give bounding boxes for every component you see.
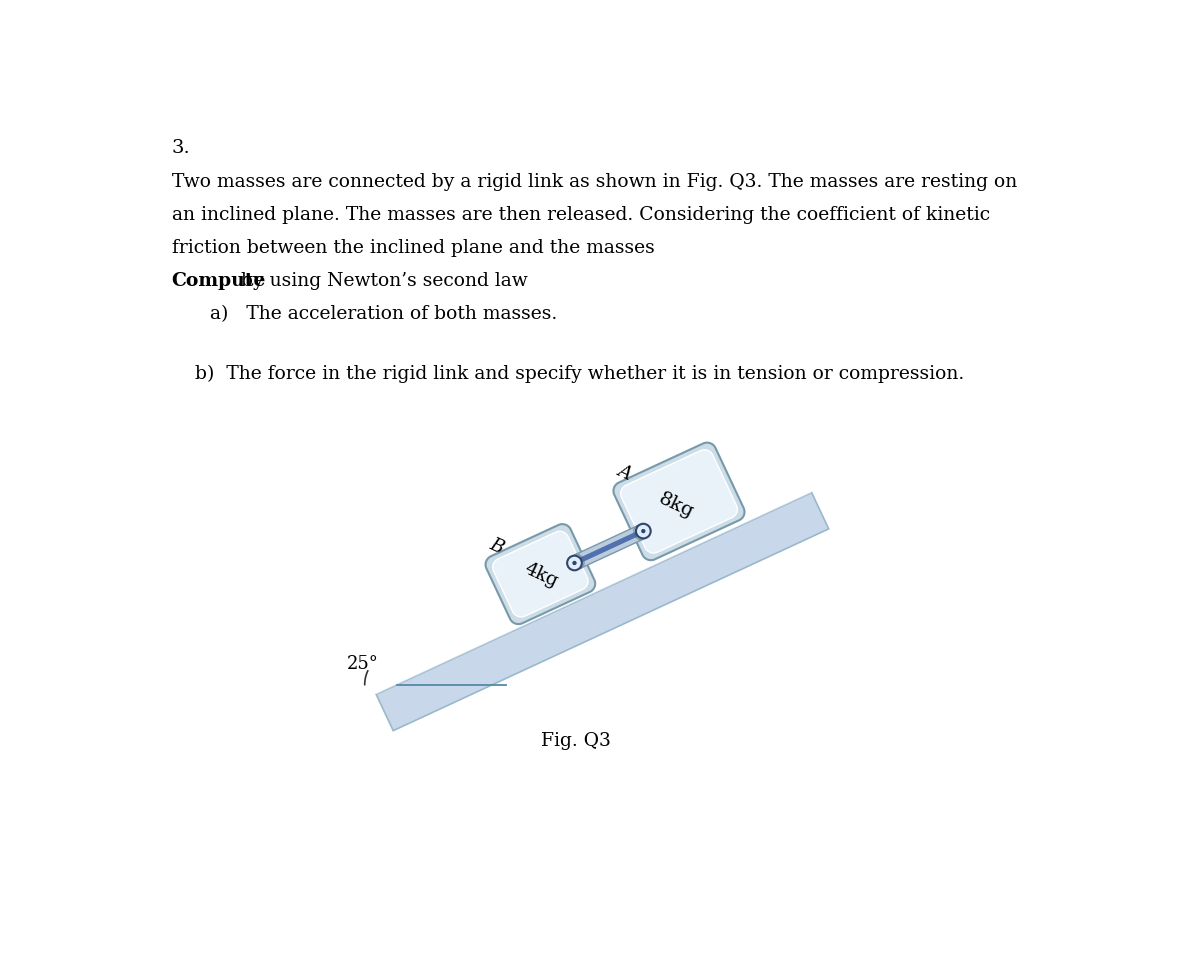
Polygon shape xyxy=(576,530,642,564)
Text: B: B xyxy=(487,535,506,557)
Text: A: A xyxy=(614,461,634,483)
Text: an inclined plane. The masses are then released. Considering the coefficient of : an inclined plane. The masses are then r… xyxy=(172,206,990,223)
Text: 3.: 3. xyxy=(172,140,191,157)
Polygon shape xyxy=(374,488,811,694)
Polygon shape xyxy=(493,532,588,617)
Text: 25°: 25° xyxy=(347,655,379,673)
Text: by using Newton’s second law: by using Newton’s second law xyxy=(235,272,528,290)
Text: Compute: Compute xyxy=(172,272,266,290)
Polygon shape xyxy=(574,526,643,568)
Polygon shape xyxy=(613,443,744,560)
Text: b)  The force in the rigid link and specify whether it is in tension or compress: b) The force in the rigid link and speci… xyxy=(194,365,965,383)
Text: Fig. Q3: Fig. Q3 xyxy=(541,732,611,750)
Text: 8kg: 8kg xyxy=(656,489,697,521)
Text: friction between the inclined plane and the masses: friction between the inclined plane and … xyxy=(172,239,660,257)
Circle shape xyxy=(568,556,582,570)
Text: a)   The acceleration of both masses.: a) The acceleration of both masses. xyxy=(210,305,558,323)
Circle shape xyxy=(572,560,577,565)
Circle shape xyxy=(636,524,650,538)
Polygon shape xyxy=(486,524,595,624)
Text: 4kg: 4kg xyxy=(521,560,560,591)
Polygon shape xyxy=(620,450,737,553)
Polygon shape xyxy=(376,493,829,731)
Circle shape xyxy=(641,529,646,534)
Text: Two masses are connected by a rigid link as shown in Fig. Q3. The masses are res: Two masses are connected by a rigid link… xyxy=(172,172,1016,191)
